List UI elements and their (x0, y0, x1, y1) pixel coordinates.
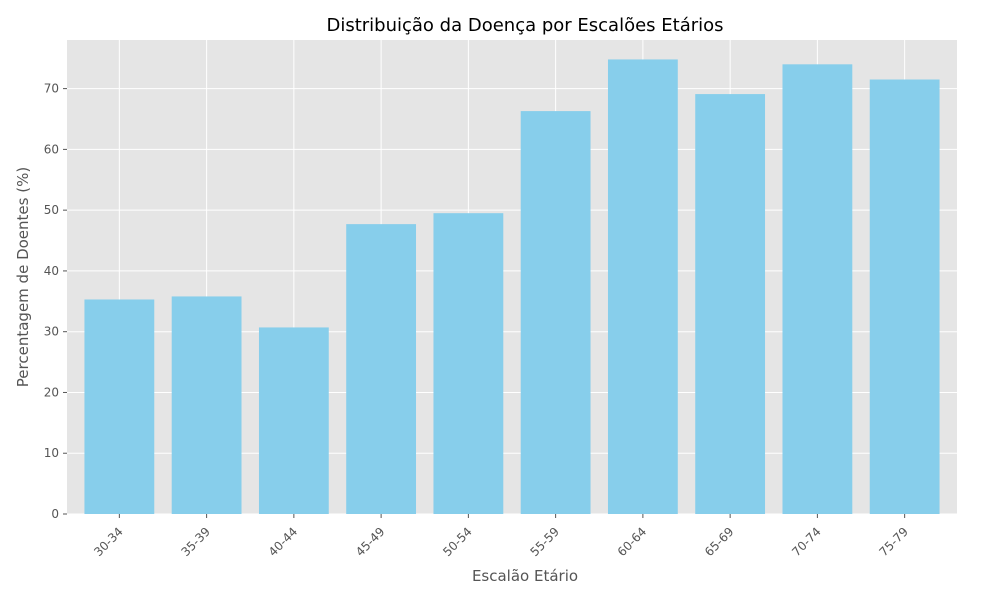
y-tick-label: 70 (44, 82, 59, 96)
bar-60-64 (607, 59, 678, 514)
y-axis-ticks: 0 10 20 30 40 50 60 70 (44, 82, 67, 521)
x-tick-label: 35-39 (178, 525, 213, 560)
bar-40-44 (258, 327, 329, 514)
bar-35-39 (171, 296, 242, 514)
x-tick-label: 70-74 (789, 525, 824, 560)
y-axis-label: Percentagem de Doentes (%) (14, 167, 32, 387)
bar-55-59 (520, 111, 591, 514)
bars (84, 59, 940, 515)
x-tick-label: 55-59 (527, 525, 562, 560)
y-tick-label: 60 (44, 142, 59, 156)
x-tick-label: 60-64 (615, 525, 650, 560)
x-tick-label: 40-44 (266, 525, 301, 560)
bar-50-54 (433, 213, 504, 514)
x-axis-label: Escalão Etário (472, 567, 578, 585)
x-tick-label: 75-79 (877, 525, 912, 560)
x-tick-label: 50-54 (440, 525, 475, 560)
x-axis-ticks: 30-34 35-39 40-44 45-49 50-54 55-59 60-64 65-69… (91, 514, 911, 559)
y-tick-label: 20 (44, 385, 59, 399)
bar-70-74 (782, 64, 853, 515)
x-tick-label: 65-69 (702, 525, 737, 560)
bar-30-34 (84, 299, 155, 514)
y-tick-label: 50 (44, 203, 59, 217)
x-tick-label: 30-34 (91, 525, 126, 560)
bar-75-79 (869, 79, 940, 514)
chart-title: Distribuição da Doença por Escalões Etár… (326, 15, 723, 36)
y-tick-label: 30 (44, 325, 59, 339)
bar-45-49 (346, 224, 417, 514)
y-tick-label: 0 (51, 507, 59, 521)
bar-65-69 (695, 94, 766, 514)
y-tick-label: 10 (44, 446, 59, 460)
x-tick-label: 45-49 (353, 525, 388, 560)
y-tick-label: 40 (44, 264, 59, 278)
